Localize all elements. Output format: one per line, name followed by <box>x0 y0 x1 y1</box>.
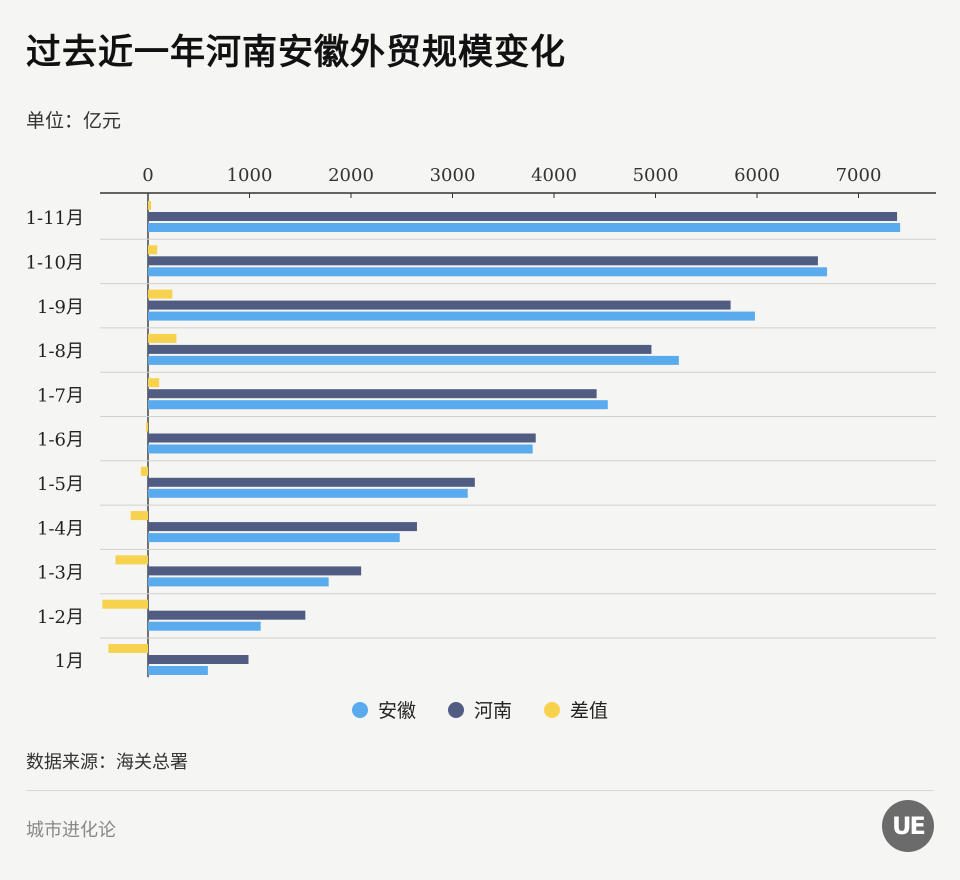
category-label: 1月 <box>55 651 84 672</box>
category-label: 1-11月 <box>26 208 84 229</box>
bar-henan <box>148 212 898 221</box>
bar-diff <box>148 245 158 255</box>
bar-henan <box>148 566 362 576</box>
x-tick-label: 2000 <box>328 165 374 186</box>
bar-henan <box>148 344 652 354</box>
category-label: 1-6月 <box>37 430 84 451</box>
category-label: 1-9月 <box>37 297 84 318</box>
bar-henan <box>148 433 536 443</box>
unit-label: 单位：亿元 <box>26 110 122 132</box>
legend-item-anhui[interactable]: 安徽 <box>351 696 416 723</box>
bar-diff <box>148 289 173 299</box>
bar-anhui <box>148 400 608 410</box>
bar-henan <box>148 522 417 532</box>
bar-diff <box>148 201 152 210</box>
legend-dot-diff <box>544 701 560 718</box>
bar-diff <box>102 599 148 609</box>
x-tick-label: 4000 <box>531 165 577 186</box>
bar-anhui <box>148 267 828 277</box>
bar-anhui <box>148 223 901 232</box>
legend-label-henan: 河南 <box>473 700 512 722</box>
category-label: 1-7月 <box>37 385 84 406</box>
category-label: 1-10月 <box>26 252 84 273</box>
legend-item-henan[interactable]: 河南 <box>447 696 512 723</box>
bar-henan <box>148 655 249 664</box>
x-tick-label: 3000 <box>430 165 476 186</box>
bar-diff <box>148 333 177 343</box>
brand-logo: UE <box>882 800 934 852</box>
legend-dot-henan <box>447 701 464 718</box>
x-tick-label: 6000 <box>734 165 780 186</box>
legend-label-diff: 差值 <box>570 700 609 722</box>
category-label: 1-5月 <box>37 474 84 495</box>
bar-henan <box>148 300 731 310</box>
category-label: 1-3月 <box>37 563 84 584</box>
brand-name: 城市进化论 <box>26 820 116 841</box>
bar-diff <box>140 466 148 476</box>
page-title: 过去近一年河南安徽外贸规模变化 <box>26 32 567 73</box>
bar-diff <box>115 555 148 565</box>
bar-anhui <box>148 311 755 321</box>
legend-label-anhui: 安徽 <box>377 700 416 722</box>
legend-item-diff[interactable]: 差值 <box>544 696 608 723</box>
footer-divider <box>26 790 934 791</box>
bar-henan <box>148 256 818 266</box>
bar-diff <box>130 511 148 521</box>
x-tick-label: 1000 <box>227 165 273 186</box>
x-tick-label: 0 <box>142 165 153 186</box>
bar-anhui <box>148 621 261 631</box>
legend-dot-anhui <box>351 701 368 718</box>
bar-anhui <box>148 666 208 675</box>
x-tick-label: 7000 <box>836 165 882 186</box>
legend: 安徽 河南 差值 <box>0 696 960 723</box>
bar-anhui <box>148 577 329 587</box>
bar-anhui <box>148 533 400 543</box>
bar-diff <box>145 422 148 432</box>
bar-henan <box>148 477 475 487</box>
source-note: 数据来源：海关总署 <box>26 752 188 773</box>
bar-diff <box>148 378 160 388</box>
bar-anhui <box>148 488 468 498</box>
category-label: 1-2月 <box>37 607 84 628</box>
category-label: 1-8月 <box>37 341 84 362</box>
bar-henan <box>148 389 597 399</box>
bar-anhui <box>148 444 533 454</box>
bar-anhui <box>148 355 679 365</box>
bar-diff <box>108 644 148 653</box>
x-tick-label: 5000 <box>633 165 679 186</box>
category-label: 1-4月 <box>37 518 84 539</box>
bar-henan <box>148 610 306 620</box>
